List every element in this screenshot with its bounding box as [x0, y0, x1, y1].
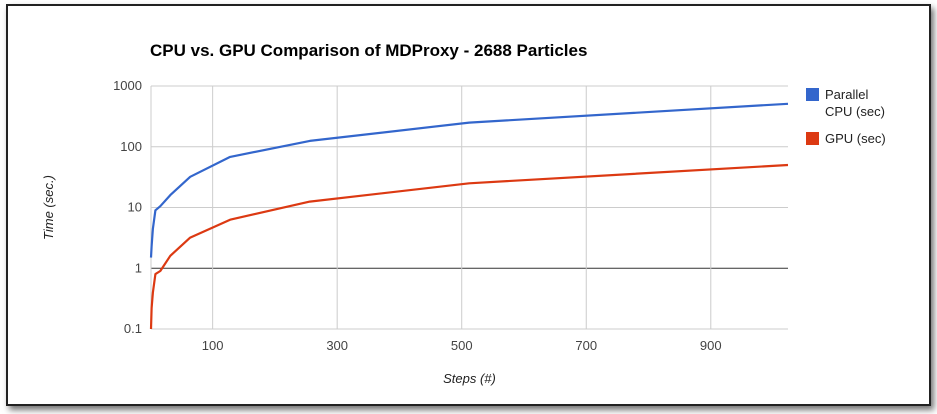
x-tick-label: 300: [326, 338, 348, 353]
grid: [150, 85, 788, 330]
chart-title: CPU vs. GPU Comparison of MDProxy - 2688…: [150, 41, 587, 60]
chart-frame: CPU vs. GPU Comparison of MDProxy - 2688…: [6, 4, 931, 406]
legend-label: GPU (sec): [825, 131, 886, 146]
legend-swatch: [806, 88, 819, 101]
y-tick-label: 0.1: [124, 321, 142, 336]
series-lines: [149, 102, 789, 330]
y-tick-label: 1: [135, 260, 142, 275]
y-tick-label: 100: [120, 139, 142, 154]
y-axis-ticks: 0.1 1 10 100 1000: [113, 78, 142, 336]
y-tick-label: 10: [128, 200, 142, 215]
x-tick-label: 700: [575, 338, 597, 353]
legend-swatch: [806, 132, 819, 145]
legend-label: Parallel CPU (sec): [825, 87, 885, 119]
series-line-parallel-cpu: [149, 102, 789, 258]
y-axis-label: Time (sec.): [41, 175, 56, 240]
x-axis-ticks: 100 300 500 700 900: [202, 338, 722, 353]
x-tick-label: 900: [700, 338, 722, 353]
y-tick-label: 1000: [113, 78, 142, 93]
x-tick-label: 500: [451, 338, 473, 353]
x-axis-label: Steps (#): [443, 371, 496, 386]
line-chart: CPU vs. GPU Comparison of MDProxy - 2688…: [41, 41, 886, 386]
x-tick-label: 100: [202, 338, 224, 353]
series-line-gpu: [149, 163, 789, 330]
legend: Parallel CPU (sec) GPU (sec): [806, 87, 886, 146]
